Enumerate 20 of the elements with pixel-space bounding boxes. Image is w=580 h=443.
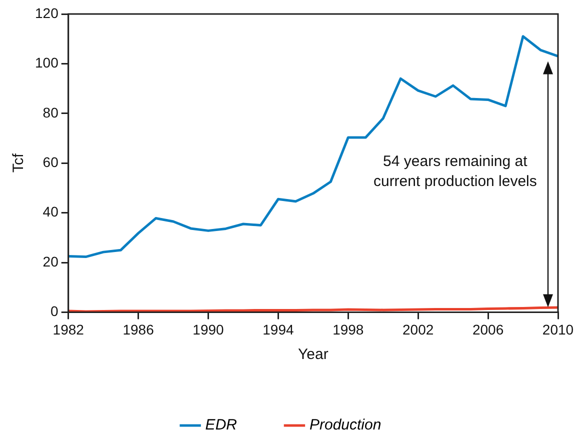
x-tick-label: 1998 xyxy=(332,321,364,338)
x-tick-label: 1982 xyxy=(52,321,84,338)
y-tick-label: 100 xyxy=(35,54,59,71)
y-tick-label: 60 xyxy=(42,154,59,170)
x-tick-label: 1986 xyxy=(122,321,154,338)
x-tick-label: 2006 xyxy=(472,321,504,338)
x-axis-title: Year xyxy=(298,346,328,364)
legend-label: EDR xyxy=(205,416,238,434)
annotation: 54 years remaining at current production levels xyxy=(373,153,537,190)
x-tick-label: 1990 xyxy=(192,321,224,338)
legend-label: Production xyxy=(309,416,382,434)
y-tick-label: 40 xyxy=(42,204,59,220)
y-tick-label: 120 xyxy=(35,4,59,21)
y-tick-label: 80 xyxy=(42,104,59,120)
y-tick-label: 0 xyxy=(50,303,59,320)
x-tick-label: 1994 xyxy=(262,321,294,338)
x-tick-label: 2010 xyxy=(542,321,574,338)
y-axis-title: Tcf xyxy=(10,152,28,173)
x-tick-label: 2002 xyxy=(402,321,434,338)
y-tick-label: 20 xyxy=(42,253,59,270)
